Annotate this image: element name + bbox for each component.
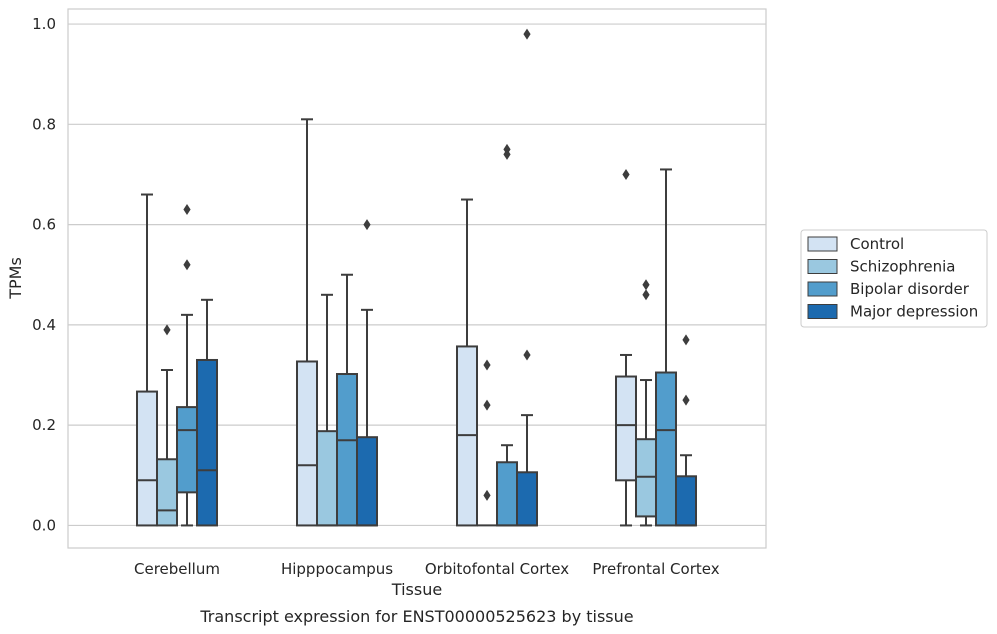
- box: [615, 375, 637, 482]
- outlier-point: [682, 394, 690, 406]
- outlier-point: [363, 219, 371, 231]
- box-group: [635, 279, 657, 527]
- outlier-point: [523, 28, 531, 40]
- outlier-point: [483, 359, 491, 371]
- legend-swatch: [807, 304, 838, 319]
- box-group: [615, 168, 637, 527]
- legend-label: Schizophrenia: [850, 258, 955, 276]
- plot-area: [67, 8, 767, 549]
- outlier-point: [503, 143, 511, 155]
- box: [176, 406, 198, 494]
- outlier-point: [642, 289, 650, 301]
- box: [496, 461, 518, 527]
- box-groups: [136, 28, 697, 527]
- box: [296, 360, 318, 527]
- legend-swatch: [807, 259, 838, 274]
- outlier-point: [183, 259, 191, 271]
- y-axis-ticks: 0.0 0.2 0.4 0.6 0.8 1.0: [32, 15, 56, 534]
- box-group: [316, 293, 338, 527]
- y-tick-label: 0.2: [32, 416, 56, 434]
- legend: Control Schizophrenia Bipolar disorder Majo…: [800, 229, 988, 328]
- outlier-point: [483, 399, 491, 411]
- legend-label: Control: [850, 235, 904, 253]
- x-axis-label: Tissue: [391, 580, 442, 599]
- box: [675, 475, 697, 527]
- box-group: [156, 324, 178, 527]
- legend-swatch: [807, 236, 838, 252]
- box-group: [296, 118, 318, 527]
- outlier-point: [682, 334, 690, 346]
- y-tick-label: 1.0: [32, 15, 56, 33]
- box: [356, 436, 378, 527]
- box-group: [456, 198, 478, 527]
- x-axis-ticks: Cerebellum Hipppocampus Orbitofontal Corte…: [134, 560, 720, 578]
- y-tick-label: 0.6: [32, 216, 56, 234]
- box-group: [196, 298, 218, 527]
- box-group: [356, 219, 378, 527]
- box: [336, 373, 358, 527]
- box-group: [675, 334, 697, 527]
- box: [516, 471, 538, 527]
- outlier-point: [163, 324, 171, 336]
- outlier-point: [642, 279, 650, 291]
- chart-caption: Transcript expression for ENST0000052562…: [199, 607, 633, 626]
- box: [196, 358, 218, 527]
- box-group: [516, 28, 538, 527]
- box: [136, 390, 158, 527]
- box-group: [176, 204, 198, 527]
- box-group: [477, 359, 497, 527]
- box-group: [496, 143, 518, 527]
- box-group: [136, 193, 158, 527]
- y-tick-label: 0.0: [32, 516, 56, 534]
- x-tick-label: Orbitofontal Cortex: [425, 560, 569, 578]
- box-group: [336, 273, 358, 527]
- box: [635, 438, 657, 518]
- outlier-point: [483, 489, 491, 501]
- y-tick-label: 0.8: [32, 115, 56, 133]
- box: [156, 458, 178, 527]
- x-tick-label: Cerebellum: [134, 560, 220, 578]
- box-group: [655, 168, 677, 527]
- x-tick-label: Hipppocampus: [281, 560, 393, 578]
- box: [316, 430, 338, 527]
- box: [655, 371, 677, 527]
- legend-frame: [800, 229, 988, 328]
- y-tick-label: 0.4: [32, 316, 56, 334]
- outlier-point: [523, 349, 531, 361]
- outlier-point: [622, 168, 630, 180]
- y-axis-label: TPMs: [6, 257, 25, 300]
- legend-label: Major depression: [850, 303, 978, 321]
- outlier-point: [183, 204, 191, 216]
- legend-label: Bipolar disorder: [850, 280, 970, 298]
- legend-items: Control Schizophrenia Bipolar disorder Majo…: [807, 235, 978, 321]
- legend-swatch: [807, 281, 838, 297]
- x-tick-label: Prefrontal Cortex: [592, 560, 719, 578]
